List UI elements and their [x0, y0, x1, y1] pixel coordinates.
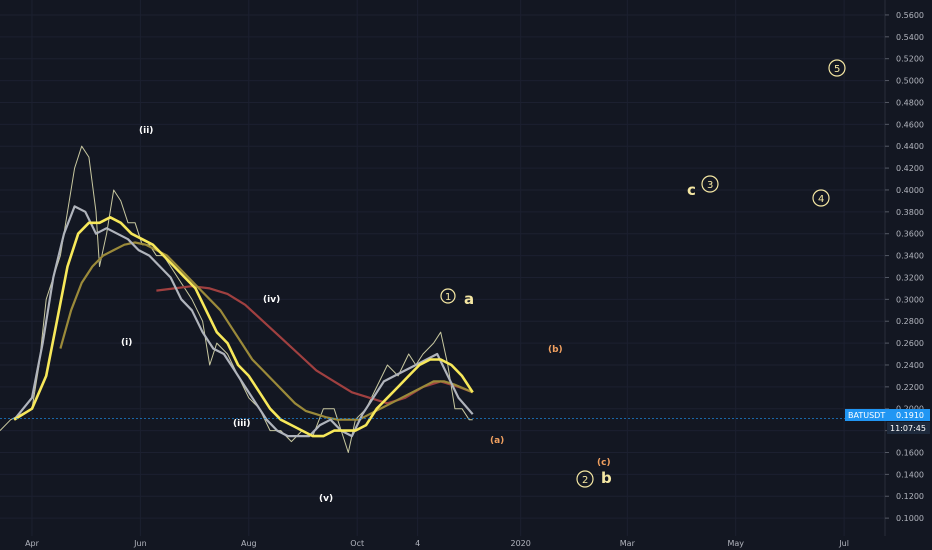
y-tick-label: 0.2800 — [896, 317, 924, 326]
x-tick-label: 2020 — [511, 539, 531, 548]
moving-average-yellow — [13, 216, 474, 438]
y-tick-label: 0.4800 — [896, 98, 924, 107]
letter-a-label: a — [464, 290, 474, 308]
y-tick-label: 0.4200 — [896, 164, 924, 173]
last-price-tag: BATUSDT 0.1910 11:07:45 — [845, 409, 930, 434]
countdown-label: 11:07:45 — [890, 424, 926, 433]
x-tick-label: Apr — [25, 539, 40, 548]
moving-average-olive — [59, 241, 474, 421]
circle-3-marker: 3 — [701, 175, 719, 193]
y-tick-label: 0.3400 — [896, 252, 924, 261]
x-tick-label: 4 — [415, 539, 420, 548]
wave-label-i: (i) — [121, 338, 132, 348]
letter-c-label: c — [687, 181, 696, 199]
y-tick-label: 0.3200 — [896, 273, 924, 282]
wave-label-iv: (iv) — [263, 295, 280, 305]
price-axis[interactable]: 0.5600 0.5400 0.5200 0.5000 0.4800 0.4600 0.44… — [885, 11, 924, 523]
y-tick-label: 0.3600 — [896, 230, 924, 239]
x-tick-label: May — [727, 539, 744, 548]
circle-5-marker: 5 — [828, 59, 846, 77]
x-tick-label: Jun — [133, 539, 147, 548]
symbol-label: BATUSDT — [848, 411, 885, 420]
circle-3-label: 3 — [707, 180, 713, 191]
y-tick-label: 0.1600 — [896, 448, 924, 457]
y-tick-label: 0.3800 — [896, 208, 924, 217]
y-tick-label: 0.2400 — [896, 361, 924, 370]
x-tick-label: Oct — [350, 539, 364, 548]
letter-b-label: b — [601, 469, 612, 487]
y-tick-label: 0.4400 — [896, 142, 924, 151]
y-tick-label: 0.1200 — [896, 492, 924, 501]
time-axis[interactable]: Apr Jun Aug Oct 4 2020 Mar May Jul — [25, 539, 849, 548]
wave-label-ii: (ii) — [139, 126, 153, 136]
wave-label-iii: (iii) — [233, 419, 250, 429]
y-tick-label: 0.4000 — [896, 186, 924, 195]
y-tick-label: 0.2600 — [896, 339, 924, 348]
y-tick-label: 0.4600 — [896, 120, 924, 129]
circle-1-marker: 1 — [440, 288, 456, 304]
circle-2-label: 2 — [582, 475, 588, 486]
y-tick-label: 0.5600 — [896, 11, 924, 20]
x-tick-label: Mar — [620, 539, 636, 548]
last-price-label: 0.1910 — [896, 411, 924, 420]
circle-2-marker: 2 — [576, 470, 594, 488]
circle-5-label: 5 — [834, 64, 840, 75]
y-tick-label: 0.5200 — [896, 55, 924, 64]
y-tick-label: 0.3000 — [896, 295, 924, 304]
price-series-line — [0, 145, 473, 453]
y-tick-label: 0.2200 — [896, 383, 924, 392]
x-tick-label: Jul — [838, 539, 849, 548]
y-tick-label: 0.1400 — [896, 470, 924, 479]
wave-label-a-small: (a) — [490, 436, 504, 446]
y-tick-label: 0.1000 — [896, 514, 924, 523]
circle-1-label: 1 — [445, 292, 451, 303]
wave-label-c-small: (c) — [597, 458, 611, 468]
series-group — [0, 145, 474, 453]
y-tick-label: 0.5400 — [896, 33, 924, 42]
moving-average-gray — [13, 205, 474, 438]
x-tick-label: Aug — [241, 539, 257, 548]
y-tick-label: 0.5000 — [896, 77, 924, 86]
circle-4-marker: 4 — [812, 189, 830, 207]
wave-label-b-small: (b) — [548, 345, 563, 355]
wave-label-v: (v) — [319, 494, 333, 504]
circle-4-label: 4 — [818, 194, 824, 205]
